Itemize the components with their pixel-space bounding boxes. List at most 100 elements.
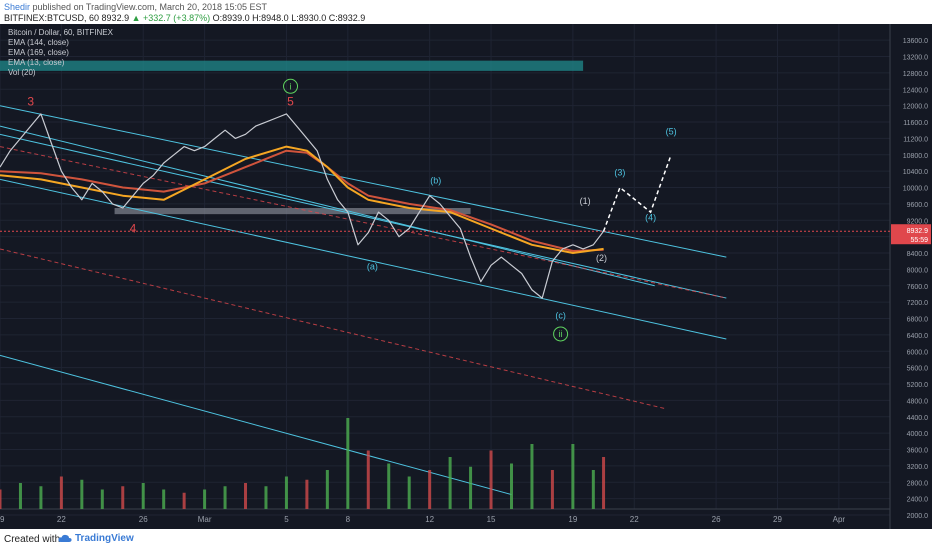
channel-line: [0, 178, 727, 340]
y-tick-label: 5600.0: [907, 366, 929, 373]
y-tick-label: 4800.0: [907, 398, 929, 405]
legend-ema-144[interactable]: EMA (144, close): [8, 38, 69, 47]
legend-ema-169[interactable]: EMA (169, close): [8, 48, 69, 57]
x-tick-label: 26: [139, 515, 148, 524]
x-tick-label: 29: [773, 515, 782, 524]
support-zone: [114, 208, 471, 215]
y-tick-label: 6800.0: [907, 317, 929, 324]
wave-label: 5: [287, 95, 294, 109]
volume-bar: [162, 489, 166, 509]
price-tag-value: 8932.9: [907, 228, 929, 235]
volume-bar: [346, 418, 350, 509]
legend-volume[interactable]: Vol (20): [8, 68, 36, 77]
close-value: C:8932.9: [328, 13, 366, 23]
volume-bar: [571, 444, 575, 509]
volume-bar: [203, 489, 207, 509]
y-tick-label: 9200.0: [907, 218, 929, 225]
y-tick-label: 13200.0: [903, 55, 928, 62]
x-tick-label: 19: [568, 515, 577, 524]
channel-line: [0, 133, 727, 299]
y-tick-label: 2800.0: [907, 480, 929, 487]
y-tick-label: 4000.0: [907, 431, 929, 438]
y-tick-label: 7600.0: [907, 284, 929, 291]
y-tick-label: 3200.0: [907, 464, 929, 471]
volume-bar: [59, 476, 63, 509]
y-tick-label: 13600.0: [903, 38, 928, 45]
wave-label: (c): [555, 311, 566, 321]
wave-circle: [283, 78, 299, 94]
volume-bar: [18, 483, 22, 509]
volume-bar: [509, 463, 513, 509]
open-value: O:8939.0: [212, 13, 250, 23]
x-tick-label: 8: [346, 515, 351, 524]
x-tick-label: 15: [487, 515, 496, 524]
price-chart[interactable]: 2000.0 2400.0 2800.0 3200.0 3600.0 4000.0 4400…: [0, 24, 932, 529]
volume-bar: [223, 486, 227, 509]
price-tag: [891, 224, 931, 245]
volume-bar: [39, 486, 43, 509]
legend-title: Bitcoin / Dollar, 60, BITFINEX: [8, 28, 113, 37]
y-tick-label: 11200.0: [903, 136, 928, 143]
x-tick-label: 26: [712, 515, 721, 524]
volume-bar: [550, 470, 554, 509]
y-tick-label: 10800.0: [903, 153, 928, 160]
wave-label: 3: [27, 95, 34, 109]
volume-bar: [100, 489, 104, 509]
x-tick-label: 5: [284, 515, 289, 524]
low-value: L:8930.0: [291, 13, 327, 23]
y-tick-label: 2000.0: [907, 513, 929, 520]
tradingview-logo[interactable]: TradingView: [58, 533, 134, 544]
volume-bar: [182, 492, 186, 509]
volume-bar: [121, 486, 125, 509]
red-trend-line: [0, 146, 727, 299]
up-arrow-icon: ▲: [131, 13, 141, 23]
wave-label: ii: [559, 329, 563, 339]
volume-bar: [325, 470, 329, 509]
y-tick-label: 12000.0: [903, 104, 928, 111]
y-tick-label: 9600.0: [907, 202, 929, 209]
ohlc-readout: BITFINEX:BTCUSD, 60 8932.9 ▲ +332.7 (+3.…: [4, 13, 365, 23]
resistance-zone: [0, 60, 584, 71]
legend-ema-13[interactable]: EMA (13, close): [8, 58, 65, 67]
volume-bar: [284, 476, 288, 509]
wave-circle: [553, 326, 569, 342]
tradingview-brand: TradingView: [75, 533, 134, 544]
wave-label: i: [290, 81, 292, 91]
volume-bar: [305, 479, 309, 509]
last-price: 8932.9: [101, 13, 130, 23]
y-tick-label: 12400.0: [903, 87, 928, 94]
y-tick-label: 5200.0: [907, 382, 929, 389]
y-tick-label: 8400.0: [907, 251, 929, 258]
projection-path: [602, 154, 672, 232]
wave-label: (2): [596, 253, 607, 263]
y-tick-label: 10000.0: [903, 186, 928, 193]
author-link[interactable]: Shedir: [4, 2, 31, 12]
chart-area[interactable]: 2000.0 2400.0 2800.0 3200.0 3600.0 4000.0 4400…: [0, 24, 932, 529]
y-tick-label: 12800.0: [903, 71, 928, 78]
volume-bar: [469, 466, 473, 509]
high-value: H:8948.0: [252, 13, 289, 23]
wave-label: (5): [666, 126, 677, 136]
volume-bar: [489, 450, 493, 509]
y-tick-label: 6400.0: [907, 333, 929, 340]
y-axis-panel: [890, 24, 932, 529]
publish-info: Shedir published on TradingView.com, Mar…: [4, 2, 267, 12]
volume-bar: [244, 483, 248, 509]
volume-bar: [387, 463, 391, 509]
x-tick-label: 19: [0, 515, 5, 524]
volume-bar: [428, 470, 432, 509]
wave-label: (4): [645, 212, 656, 222]
x-tick-label: Mar: [198, 515, 212, 524]
y-tick-label: 2400.0: [907, 497, 929, 504]
y-tick-label: 6000.0: [907, 349, 929, 356]
price-line: [0, 113, 605, 299]
x-tick-label: Apr: [833, 515, 846, 524]
y-tick-label: 4400.0: [907, 415, 929, 422]
volume-bar: [366, 450, 370, 509]
y-tick-label: 7200.0: [907, 300, 929, 307]
wave-label: (a): [367, 261, 378, 271]
volume-bar: [407, 476, 411, 509]
volume-bar: [141, 483, 145, 509]
red-trend-line: [0, 248, 666, 410]
y-tick-label: 8000.0: [907, 267, 929, 274]
